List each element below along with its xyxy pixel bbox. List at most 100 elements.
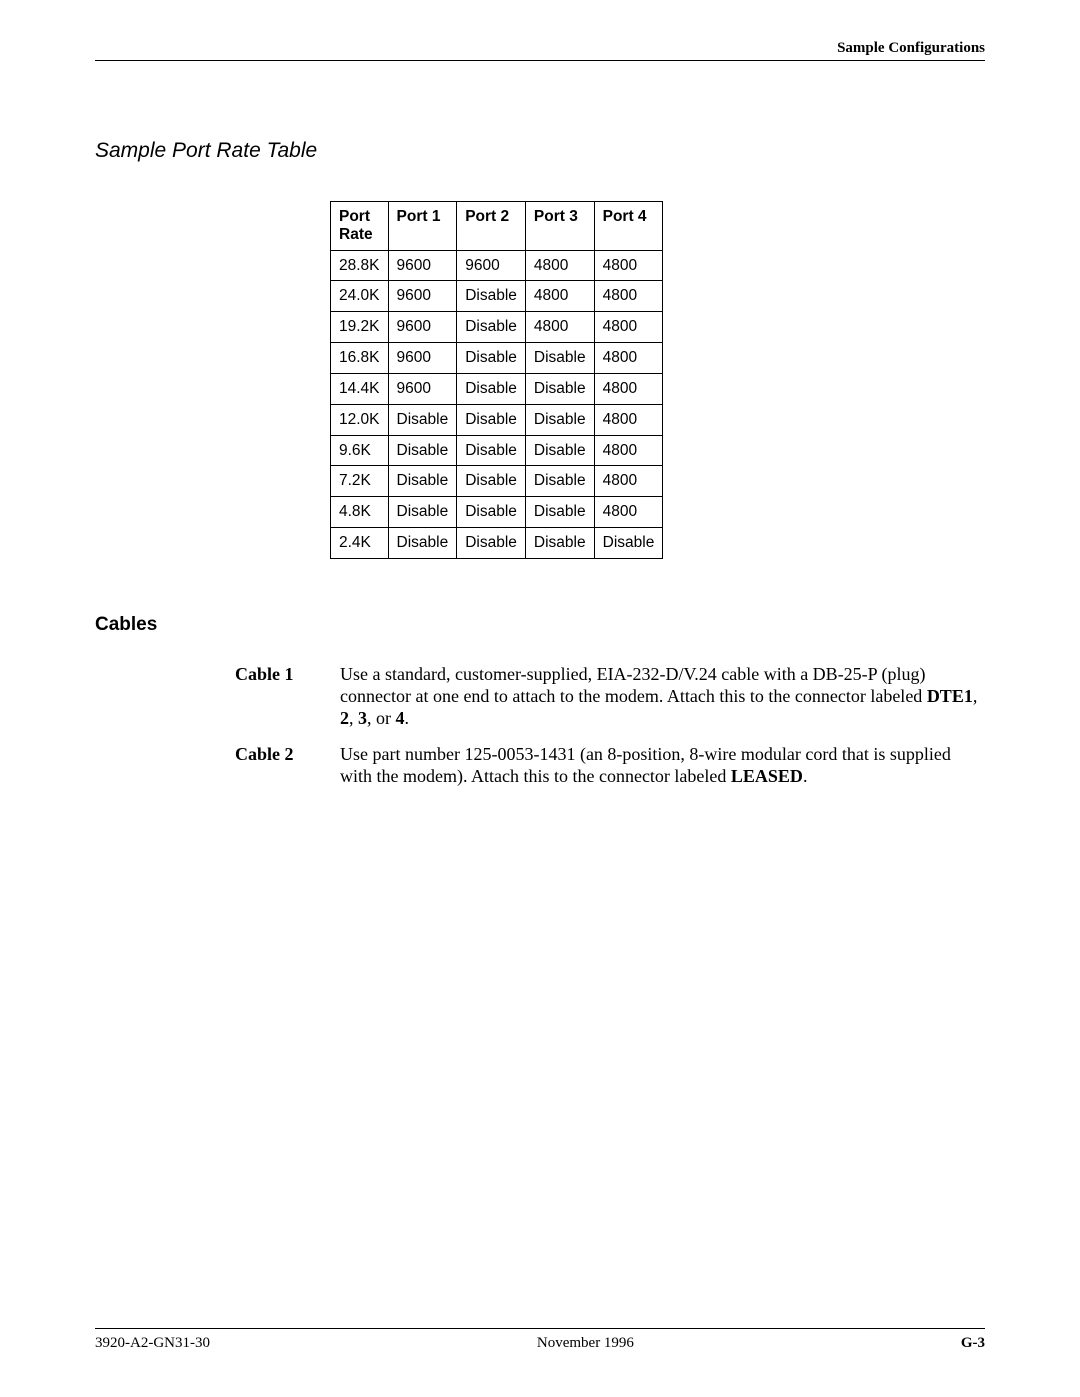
table-cell: 4800 bbox=[525, 312, 594, 343]
table-row: 12.0KDisableDisableDisable4800 bbox=[331, 404, 663, 435]
col-header-port3: Port 3 bbox=[525, 202, 594, 251]
table-cell: Disable bbox=[525, 466, 594, 497]
cable-run-text: , or bbox=[367, 708, 396, 728]
cable-bold-text: LEASED bbox=[731, 766, 803, 786]
cable-label: Cable 1 bbox=[235, 664, 340, 730]
cable-text: Use a standard, customer-supplied, EIA-2… bbox=[340, 664, 985, 730]
table-cell: 4800 bbox=[594, 343, 663, 374]
cable-bold-text: DTE1 bbox=[927, 686, 973, 706]
table-cell: Disable bbox=[525, 343, 594, 374]
table-cell: 12.0K bbox=[331, 404, 389, 435]
col-header-port4: Port 4 bbox=[594, 202, 663, 251]
table-cell: 4800 bbox=[525, 250, 594, 281]
table-cell: Disable bbox=[388, 527, 457, 558]
table-cell: Disable bbox=[525, 435, 594, 466]
table-row: 9.6KDisableDisableDisable4800 bbox=[331, 435, 663, 466]
cable-text: Use part number 125-0053-1431 (an 8-posi… bbox=[340, 744, 985, 788]
cables-list: Cable 1Use a standard, customer-supplied… bbox=[95, 664, 985, 788]
table-cell: 4800 bbox=[594, 435, 663, 466]
port-rate-table: Port Rate Port 1 Port 2 Port 3 Port 4 28… bbox=[330, 201, 663, 559]
table-cell: 4800 bbox=[594, 312, 663, 343]
table-cell: 4.8K bbox=[331, 497, 389, 528]
cable-run-text: , bbox=[973, 686, 978, 706]
cable-run-text: , bbox=[349, 708, 358, 728]
table-cell: 4800 bbox=[594, 404, 663, 435]
table-cell: Disable bbox=[457, 281, 526, 312]
table-cell: 9600 bbox=[388, 373, 457, 404]
cable-bold-text: 4 bbox=[396, 708, 405, 728]
table-cell: 28.8K bbox=[331, 250, 389, 281]
page: Sample Configurations Sample Port Rate T… bbox=[0, 0, 1080, 1397]
table-cell: 9600 bbox=[457, 250, 526, 281]
table-cell: Disable bbox=[457, 435, 526, 466]
table-row: 24.0K9600Disable48004800 bbox=[331, 281, 663, 312]
table-cell: Disable bbox=[388, 497, 457, 528]
cable-run-text: Use part number 125-0053-1431 (an 8-posi… bbox=[340, 744, 951, 786]
cable-bold-text: 3 bbox=[358, 708, 367, 728]
table-cell: 9.6K bbox=[331, 435, 389, 466]
footer-rule bbox=[95, 1328, 985, 1329]
footer-right: G-3 bbox=[961, 1335, 985, 1352]
col-header-port-rate: Port Rate bbox=[331, 202, 389, 251]
table-cell: Disable bbox=[525, 373, 594, 404]
footer-center: November 1996 bbox=[537, 1335, 634, 1352]
table-cell: 24.0K bbox=[331, 281, 389, 312]
table-cell: Disable bbox=[525, 527, 594, 558]
col-header-port2: Port 2 bbox=[457, 202, 526, 251]
table-cell: 4800 bbox=[525, 281, 594, 312]
table-row: 4.8KDisableDisableDisable4800 bbox=[331, 497, 663, 528]
table-body: 28.8K960096004800480024.0K9600Disable480… bbox=[331, 250, 663, 558]
table-cell: Disable bbox=[457, 497, 526, 528]
cable-item: Cable 2Use part number 125-0053-1431 (an… bbox=[235, 744, 985, 788]
header-rule bbox=[95, 60, 985, 61]
table-cell: 7.2K bbox=[331, 466, 389, 497]
col-header-line2: Rate bbox=[339, 226, 373, 243]
cable-run-text: . bbox=[803, 766, 808, 786]
table-cell: 14.4K bbox=[331, 373, 389, 404]
cable-run-text: Use a standard, customer-supplied, EIA-2… bbox=[340, 664, 927, 706]
table-cell: Disable bbox=[594, 527, 663, 558]
table-cell: Disable bbox=[457, 312, 526, 343]
table-cell: Disable bbox=[457, 466, 526, 497]
table-cell: Disable bbox=[388, 435, 457, 466]
cable-item: Cable 1Use a standard, customer-supplied… bbox=[235, 664, 985, 730]
table-cell: 19.2K bbox=[331, 312, 389, 343]
table-cell: 16.8K bbox=[331, 343, 389, 374]
col-header-line1: Port bbox=[339, 208, 370, 225]
table-cell: Disable bbox=[457, 527, 526, 558]
table-row: 2.4KDisableDisableDisableDisable bbox=[331, 527, 663, 558]
cables-heading: Cables bbox=[95, 614, 985, 636]
table-cell: 9600 bbox=[388, 250, 457, 281]
footer-left: 3920-A2-GN31-30 bbox=[95, 1335, 210, 1352]
table-row: 16.8K9600DisableDisable4800 bbox=[331, 343, 663, 374]
section-title: Sample Port Rate Table bbox=[95, 139, 985, 163]
page-footer: 3920-A2-GN31-30 November 1996 G-3 bbox=[95, 1328, 985, 1352]
table-row: 14.4K9600DisableDisable4800 bbox=[331, 373, 663, 404]
table-cell: 4800 bbox=[594, 497, 663, 528]
table-row: 19.2K9600Disable48004800 bbox=[331, 312, 663, 343]
cable-bold-text: 2 bbox=[340, 708, 349, 728]
table-cell: Disable bbox=[388, 466, 457, 497]
table-row: 28.8K9600960048004800 bbox=[331, 250, 663, 281]
table-cell: Disable bbox=[457, 373, 526, 404]
table-cell: 4800 bbox=[594, 281, 663, 312]
cable-label: Cable 2 bbox=[235, 744, 340, 788]
table-cell: 4800 bbox=[594, 466, 663, 497]
table-cell: 9600 bbox=[388, 281, 457, 312]
table-header-row: Port Rate Port 1 Port 2 Port 3 Port 4 bbox=[331, 202, 663, 251]
col-header-port1: Port 1 bbox=[388, 202, 457, 251]
table-cell: 4800 bbox=[594, 373, 663, 404]
cable-run-text: . bbox=[405, 708, 410, 728]
table-cell: 9600 bbox=[388, 343, 457, 374]
running-head: Sample Configurations bbox=[837, 40, 985, 57]
table-cell: Disable bbox=[525, 404, 594, 435]
table-cell: Disable bbox=[457, 343, 526, 374]
table-cell: Disable bbox=[525, 497, 594, 528]
footer-row: 3920-A2-GN31-30 November 1996 G-3 bbox=[95, 1335, 985, 1352]
table-cell: 9600 bbox=[388, 312, 457, 343]
table-row: 7.2KDisableDisableDisable4800 bbox=[331, 466, 663, 497]
table-cell: 2.4K bbox=[331, 527, 389, 558]
table-cell: 4800 bbox=[594, 250, 663, 281]
table-cell: Disable bbox=[388, 404, 457, 435]
table-cell: Disable bbox=[457, 404, 526, 435]
